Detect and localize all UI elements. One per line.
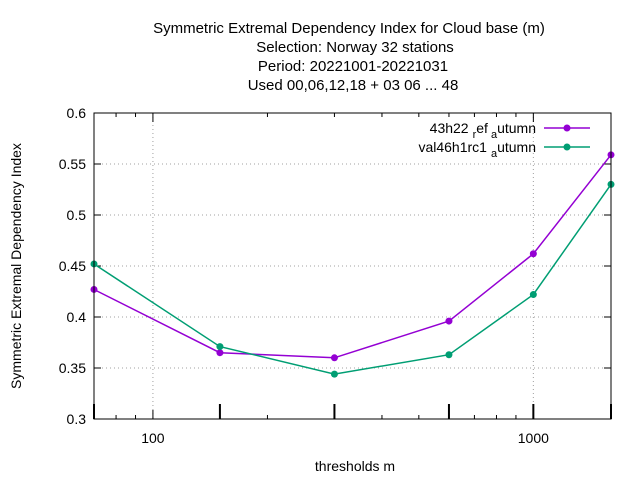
y-tick-label: 0.55 (59, 156, 86, 172)
legend-marker-series-2 (563, 143, 571, 151)
chart-title: Symmetric Extremal Dependency Index for … (153, 20, 545, 94)
y-tick-label: 0.6 (67, 105, 87, 121)
grid (94, 113, 611, 419)
legend-2-main: val46h1rc1 (418, 139, 487, 155)
chart-title-line-4: Used 00,06,12,18 + 03 06 ... 48 (248, 77, 459, 94)
plot-border (93, 112, 612, 420)
legend-marker-series-1 (563, 124, 571, 132)
series-1-line (93, 154, 612, 359)
series-1-point (330, 354, 338, 362)
legend-1-end: utumn (497, 120, 536, 136)
series-2-line (93, 183, 612, 375)
series-2-point (216, 343, 224, 351)
series-1-point (529, 250, 537, 258)
y-tick-label: 0.4 (67, 309, 87, 325)
legend-2-sub2: a (491, 148, 498, 160)
y-axis-label: Symmetric Extremal Dependency Index (8, 143, 24, 389)
y-tick-label: 0.45 (59, 258, 86, 274)
legend-2-end: utumn (497, 139, 536, 155)
y-tick-label: 0.3 (67, 411, 87, 427)
y-tick-label: 0.35 (59, 360, 86, 376)
axis-ticks: 0.3 0.35 0.4 0.45 0.5 0.55 0.6 100 1000 (59, 105, 612, 446)
x-tick-label: 100 (141, 430, 165, 446)
series-2-point (445, 351, 453, 359)
legend-1-sub1: r (473, 129, 477, 141)
legend-1-sub2: a (491, 129, 498, 141)
legend-label-series-1: 43h22 ref autumn (430, 120, 536, 141)
series-group (90, 151, 615, 378)
legend: 43h22 ref autumn val46h1rc1 autumn (418, 120, 590, 160)
x-tick-label: 1000 (518, 430, 549, 446)
chart-title-line-3: Period: 20221001-20221031 (258, 58, 448, 75)
legend-1-main: 43h22 (430, 120, 469, 136)
series-1-point (216, 349, 224, 357)
y-tick-label: 0.5 (67, 207, 87, 223)
legend-1-mid: ef (476, 120, 488, 136)
series-1-point (445, 317, 453, 325)
series-2-point (529, 291, 537, 299)
legend-label-series-2: val46h1rc1 autumn (418, 139, 536, 160)
chart-title-line-2: Selection: Norway 32 stations (256, 39, 454, 56)
chart-title-line-1: Symmetric Extremal Dependency Index for … (153, 20, 545, 37)
series-2-point (330, 370, 338, 378)
x-axis-label: thresholds m (315, 458, 395, 474)
